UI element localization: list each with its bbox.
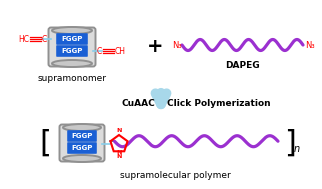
Text: C: C xyxy=(42,35,47,43)
FancyBboxPatch shape xyxy=(67,142,97,154)
FancyBboxPatch shape xyxy=(56,45,88,57)
Text: N: N xyxy=(116,128,122,133)
FancyBboxPatch shape xyxy=(67,130,97,142)
Text: [: [ xyxy=(39,129,51,157)
Text: FGGP: FGGP xyxy=(61,36,83,42)
Text: N₃: N₃ xyxy=(305,40,315,50)
Text: +: + xyxy=(147,37,163,57)
FancyBboxPatch shape xyxy=(49,28,96,67)
Text: supramonomer: supramonomer xyxy=(37,74,107,83)
Text: HC: HC xyxy=(18,35,29,43)
Text: FGGP: FGGP xyxy=(71,145,93,151)
Text: ]: ] xyxy=(284,129,296,157)
Ellipse shape xyxy=(52,60,92,67)
Ellipse shape xyxy=(63,155,101,162)
Text: N₃: N₃ xyxy=(172,40,182,50)
FancyBboxPatch shape xyxy=(56,33,88,45)
Ellipse shape xyxy=(52,27,92,34)
FancyBboxPatch shape xyxy=(60,125,105,161)
Text: N: N xyxy=(116,150,122,155)
Text: supramolecular polymer: supramolecular polymer xyxy=(120,171,230,180)
Text: Click Polymerization: Click Polymerization xyxy=(167,99,270,108)
Text: CH: CH xyxy=(115,46,126,56)
Ellipse shape xyxy=(63,124,101,131)
Text: CuAAC: CuAAC xyxy=(121,99,155,108)
Text: N: N xyxy=(116,154,122,159)
Text: DAPEG: DAPEG xyxy=(225,61,260,70)
Text: FGGP: FGGP xyxy=(61,48,83,54)
Text: FGGP: FGGP xyxy=(71,133,93,139)
Text: n: n xyxy=(294,144,300,154)
Text: C: C xyxy=(97,46,102,56)
